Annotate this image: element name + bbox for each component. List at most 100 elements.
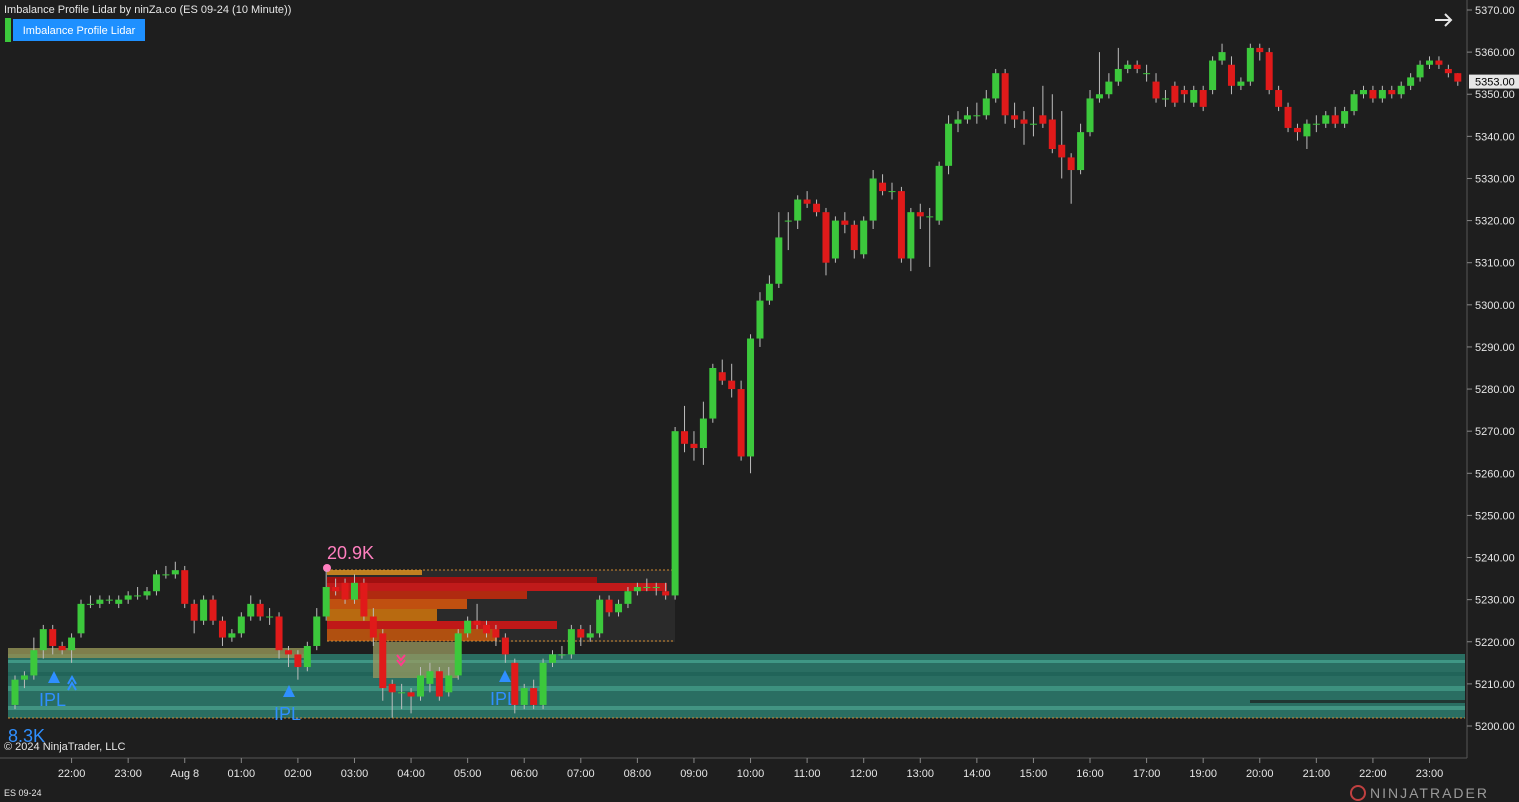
candle-body (228, 633, 236, 638)
candle-body (1237, 81, 1245, 86)
candle-body (1001, 73, 1009, 116)
candle-body (624, 591, 632, 604)
candle-body (916, 212, 924, 217)
candle-body (1407, 77, 1415, 86)
candle-body (973, 115, 981, 117)
candle-body (1133, 64, 1141, 69)
last-price-box (1469, 74, 1519, 89)
y-tick-label: 5350.00 (1475, 89, 1515, 101)
candle-body (1161, 98, 1169, 100)
zone-stripe (8, 672, 1465, 676)
x-tick-label: 08:00 (624, 768, 652, 780)
candle-body (539, 662, 547, 705)
candle-body (143, 591, 151, 596)
annotation: IPL (274, 704, 301, 724)
candle-body (30, 650, 38, 676)
candle-body (1378, 90, 1386, 99)
profile-row (327, 609, 437, 621)
x-tick-label: 07:00 (567, 768, 595, 780)
candle-body (671, 431, 679, 596)
candle-body (756, 300, 764, 339)
candle-body (1029, 123, 1037, 125)
profile-row (327, 577, 597, 583)
profile-row (327, 621, 557, 629)
candle-body (690, 443, 698, 449)
candle-body (775, 237, 783, 284)
candle-body (605, 599, 613, 613)
candle-body (256, 603, 264, 617)
candle-body (1397, 85, 1405, 95)
last-price-label: 5353.00 (1475, 77, 1515, 89)
candle-body (1180, 90, 1188, 95)
y-tick-label: 5360.00 (1475, 47, 1515, 59)
candle-body (747, 338, 755, 457)
profile-row (327, 599, 467, 609)
nav-arrow[interactable] (1435, 13, 1453, 27)
candle-body (954, 119, 962, 124)
candle-body (1218, 52, 1226, 61)
candle-body (360, 582, 368, 617)
candle-body (322, 587, 330, 617)
candle-body (369, 616, 377, 638)
x-tick-label: 13:00 (907, 768, 935, 780)
x-tick-label: 10:00 (737, 768, 765, 780)
x-tick-label: 23:00 (1416, 768, 1444, 780)
candle-body (615, 603, 623, 613)
candle-body (530, 688, 538, 705)
candle-body (1341, 111, 1349, 124)
candle-body (549, 654, 557, 663)
olive-zone (373, 642, 458, 678)
y-tick-label: 5300.00 (1475, 300, 1515, 312)
candles (11, 43, 1462, 718)
candle-body (1312, 123, 1320, 125)
indicator-label[interactable]: Imbalance Profile Lidar (23, 25, 136, 37)
candle-body (275, 616, 283, 651)
candle-body (303, 645, 311, 668)
x-tick-label: 22:00 (1359, 768, 1387, 780)
candle-body (473, 620, 481, 625)
candle-body (897, 191, 905, 259)
volume-dot (323, 564, 331, 572)
candle-body (1077, 132, 1085, 171)
candle-body (407, 692, 415, 697)
x-tick-label: 19:00 (1189, 768, 1217, 780)
candle-body (1227, 64, 1235, 86)
candle-body (926, 216, 934, 218)
candle-body (709, 368, 717, 419)
candle-body (963, 115, 971, 120)
indicator-button[interactable] (13, 19, 145, 41)
y-tick-label: 5270.00 (1475, 426, 1515, 438)
x-tick-label: 23:00 (114, 768, 142, 780)
candle-body (1416, 64, 1424, 78)
y-tick-label: 5320.00 (1475, 216, 1515, 228)
candle-body (247, 603, 255, 617)
zone-stripe (8, 686, 1465, 691)
candle-body (699, 418, 707, 449)
candle-body (765, 283, 773, 301)
x-tick-label: 17:00 (1133, 768, 1161, 780)
candle-body (1095, 94, 1103, 99)
candle-body (841, 220, 849, 225)
candle-body (1199, 90, 1207, 107)
candle-body (379, 633, 387, 689)
candle-body (860, 220, 868, 255)
y-tick-label: 5330.00 (1475, 173, 1515, 185)
candle-body (728, 380, 736, 390)
candle-body (1067, 157, 1075, 171)
candle-body (596, 599, 604, 634)
x-tick-label: 03:00 (341, 768, 369, 780)
candle-body (794, 199, 802, 221)
candle-body (492, 629, 500, 638)
candle-body (124, 595, 132, 600)
sell-arrow (396, 654, 406, 667)
candle-body (888, 191, 896, 193)
profile-row (327, 570, 422, 575)
candle-body (1086, 98, 1094, 133)
candle-body (1039, 115, 1047, 124)
candle-body (850, 224, 858, 251)
candle-body (718, 372, 726, 381)
candle-body (831, 220, 839, 259)
candle-body (1152, 81, 1160, 99)
